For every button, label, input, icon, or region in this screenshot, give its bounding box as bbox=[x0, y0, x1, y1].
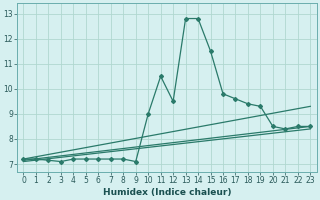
X-axis label: Humidex (Indice chaleur): Humidex (Indice chaleur) bbox=[103, 188, 231, 197]
